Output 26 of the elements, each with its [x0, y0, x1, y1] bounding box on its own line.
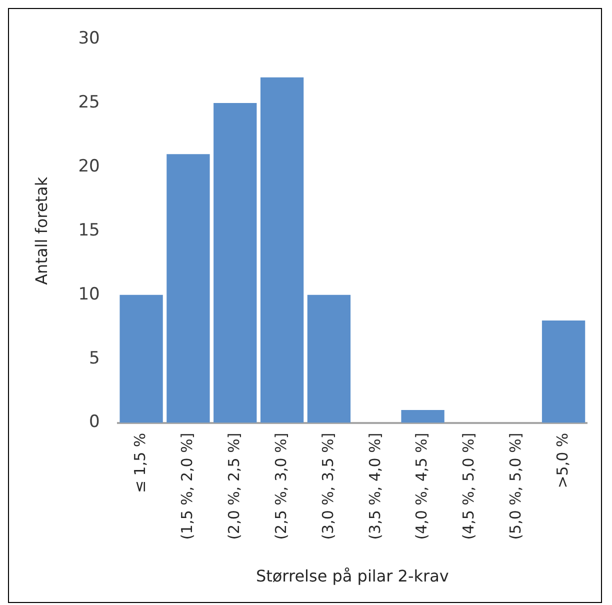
bar [214, 102, 257, 423]
x-tick-label: (2,0 %, 2,5 %] [225, 432, 244, 540]
x-tick-label: >5,0 % [553, 432, 572, 488]
y-axis-title: Antall foretak [32, 176, 51, 285]
x-tick-label: (4,5 %, 5,0 %] [460, 432, 478, 540]
bar [166, 154, 210, 423]
bar [401, 410, 444, 423]
x-tick-label: (2,5 %, 3,0 %] [272, 432, 290, 540]
y-tick-label: 5 [89, 348, 100, 368]
x-tick-label: (5,0 %, 5,0 %] [506, 432, 525, 540]
x-tick-label: (1,5 %, 2,0 %] [178, 432, 196, 540]
x-tick-label: (4,0 %, 4,5 %] [412, 432, 431, 540]
y-tick-label: 25 [78, 92, 100, 112]
bar [307, 294, 351, 423]
y-tick-label: 20 [78, 156, 100, 176]
y-tick-label: 15 [78, 220, 100, 240]
y-tick-label: 10 [78, 284, 100, 304]
x-tick-label: ≤ 1,5 % [131, 432, 150, 494]
bar [542, 320, 586, 423]
x-axis-title: Størrelse på pilar 2-krav [256, 566, 449, 586]
y-tick-label: 0 [89, 412, 100, 432]
x-tick-label: (3,0 %, 3,5 %] [318, 432, 337, 540]
bar [120, 294, 163, 423]
bar [260, 77, 304, 423]
x-tick-label: (3,5 %, 4,0 %] [366, 432, 384, 540]
y-tick-label: 30 [78, 28, 100, 48]
